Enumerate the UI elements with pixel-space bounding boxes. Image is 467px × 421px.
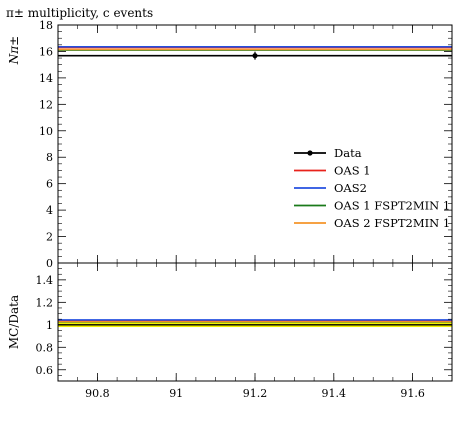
- y-tick-label: 2: [46, 231, 53, 244]
- y-tick-label: 0: [46, 257, 53, 270]
- x-tick-label: 91.6: [400, 387, 425, 400]
- y-tick-label: 4: [46, 204, 53, 217]
- y-tick-label: 14: [39, 72, 53, 85]
- x-tick-label: 91.4: [322, 387, 347, 400]
- ratio-panel: 0.6 0.8 1 1.2 1.4 90.8 91 91.2 91.4 91.6 MC/Data: [7, 262, 453, 400]
- legend-label: OAS 1 FSPT2MIN 1: [334, 199, 450, 213]
- y-tick-label: 6: [46, 178, 53, 191]
- y-tick-label: 8: [46, 151, 53, 164]
- x-tick-label: 91: [169, 387, 183, 400]
- ratio-y-tick-label: 1.2: [36, 296, 54, 309]
- ratio-y-axis-label: MC/Data: [7, 295, 21, 349]
- legend: Data OAS 1 OAS2 OAS 1 FSPT2MIN 1 OAS 2 FSPT2…: [294, 146, 450, 230]
- x-tick-label: 90.8: [85, 387, 110, 400]
- y-tick-label: 10: [39, 125, 53, 138]
- legend-label: OAS 1: [334, 164, 371, 178]
- legend-label: OAS2: [334, 181, 367, 195]
- y-axis-label: Nπ±: [7, 36, 21, 65]
- y-tick-label: 12: [39, 98, 53, 111]
- ratio-y-tick-label: 0.8: [36, 341, 54, 354]
- ratio-y-tick-label: 1.4: [36, 274, 54, 287]
- data-point: [252, 53, 258, 59]
- ratio-y-tick-label: 0.6: [36, 364, 54, 377]
- main-panel: 0 2 4 6 8 10 12 14 16 18 Nπ±: [7, 19, 453, 270]
- ratio-y-tick-label: 1: [46, 319, 53, 332]
- legend-marker: [307, 150, 313, 156]
- chart-title: π± multiplicity, c events: [6, 6, 153, 20]
- y-tick-label: 18: [39, 19, 53, 32]
- legend-label: Data: [334, 146, 362, 160]
- x-tick-label: 91.2: [243, 387, 268, 400]
- legend-label: OAS 2 FSPT2MIN 1: [334, 216, 450, 230]
- y-tick-label: 16: [39, 45, 53, 58]
